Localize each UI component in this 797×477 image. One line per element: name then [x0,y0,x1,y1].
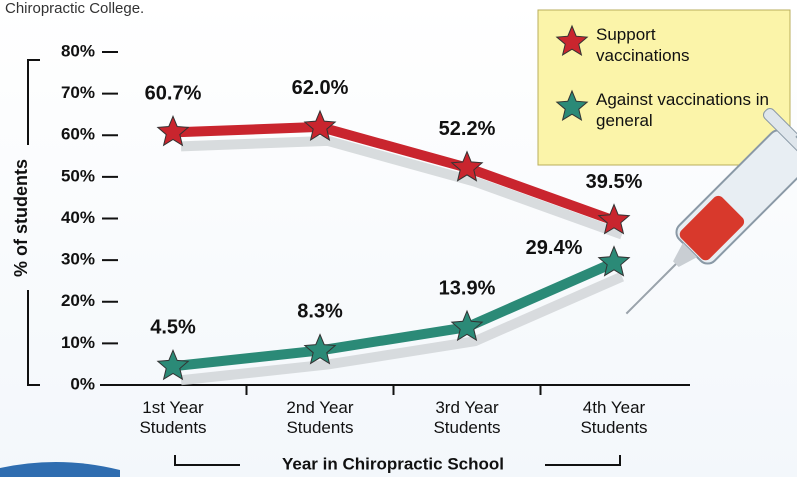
y-tick-label: 60% [61,125,95,144]
x-axis-label: Year in Chiropractic School [282,454,504,473]
y-axis-label: % of students [11,159,31,277]
data-label: 4.5% [150,317,196,339]
marker [305,111,335,140]
y-tick-label: 70% [61,83,95,102]
legend-label: Against vaccinations in general [596,89,786,131]
x-tick-label: 2nd Year Students [275,398,365,438]
data-label: 8.3% [297,301,343,323]
x-tick-label: 3rd Year Students [422,398,512,438]
data-label: 62.0% [292,77,349,99]
y-tick-label: 10% [61,333,95,352]
legend-label: Support vaccinations [596,24,706,66]
y-tick-label: 20% [61,291,95,310]
y-tick-label: 30% [61,250,95,269]
chart: Chiropractic College. % of students Year… [0,0,797,477]
y-tick-label: 50% [61,166,95,185]
data-label: 29.4% [526,237,583,259]
y-tick-label: 80% [61,41,95,60]
data-label: 60.7% [145,83,202,105]
y-tick-label: 0% [70,374,95,393]
y-tick-label: 40% [61,208,95,227]
data-label: 13.9% [439,277,496,299]
x-tick-label: 4th Year Students [569,398,659,438]
chart-title: Chiropractic College. [5,0,144,17]
page: Chiropractic College. % of students Year… [0,0,797,477]
marker [158,116,188,145]
marker [158,350,188,379]
decor [0,462,120,477]
data-label: 52.2% [439,118,496,140]
x-tick-label: 1st Year Students [128,398,218,438]
data-label: 39.5% [586,171,643,193]
